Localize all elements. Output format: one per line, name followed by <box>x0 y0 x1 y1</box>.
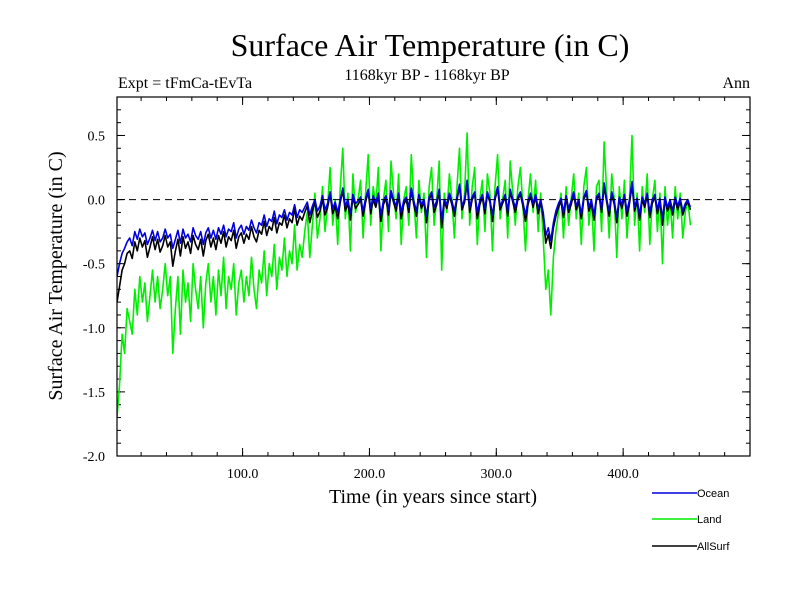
x-tick-label: 200.0 <box>354 467 386 482</box>
y-tick-label: -1.0 <box>83 322 105 337</box>
x-tick-label: 400.0 <box>607 467 639 482</box>
chart-title: Surface Air Temperature (in C) <box>231 27 630 63</box>
series-line-ocean <box>117 179 692 277</box>
y-tick-label: 0.5 <box>88 129 106 144</box>
legend-label-allsurf: AllSurf <box>697 541 730 553</box>
x-tick-label: 300.0 <box>481 467 513 482</box>
y-tick-label: -2.0 <box>83 450 105 465</box>
plot-frame <box>116 96 751 457</box>
period-label: Ann <box>722 75 750 92</box>
chart-subtitle: 1168kyr BP - 1168kyr BP <box>344 67 509 84</box>
x-axis-label: Time (in years since start) <box>329 486 537 508</box>
series-line-land <box>117 132 692 418</box>
x-tick-label: 100.0 <box>227 467 259 482</box>
expt-label: Expt = tFmCa-tEvTa <box>118 75 252 92</box>
y-tick-label: 0.0 <box>88 194 106 209</box>
y-tick-label: -0.5 <box>83 258 105 273</box>
y-tick-label: -1.5 <box>83 386 105 401</box>
y-axis-label: Surface Air Temperature (in C) <box>45 151 67 400</box>
plot-area: 0.5 0.0 -0.5 -1.0 -1.5 -2.0 100.0 200.0 300.0 400… <box>83 96 750 482</box>
legend-label-land: Land <box>697 514 721 526</box>
legend-label-ocean: Ocean <box>697 488 729 500</box>
legend: Ocean Land AllSurf <box>652 488 730 553</box>
